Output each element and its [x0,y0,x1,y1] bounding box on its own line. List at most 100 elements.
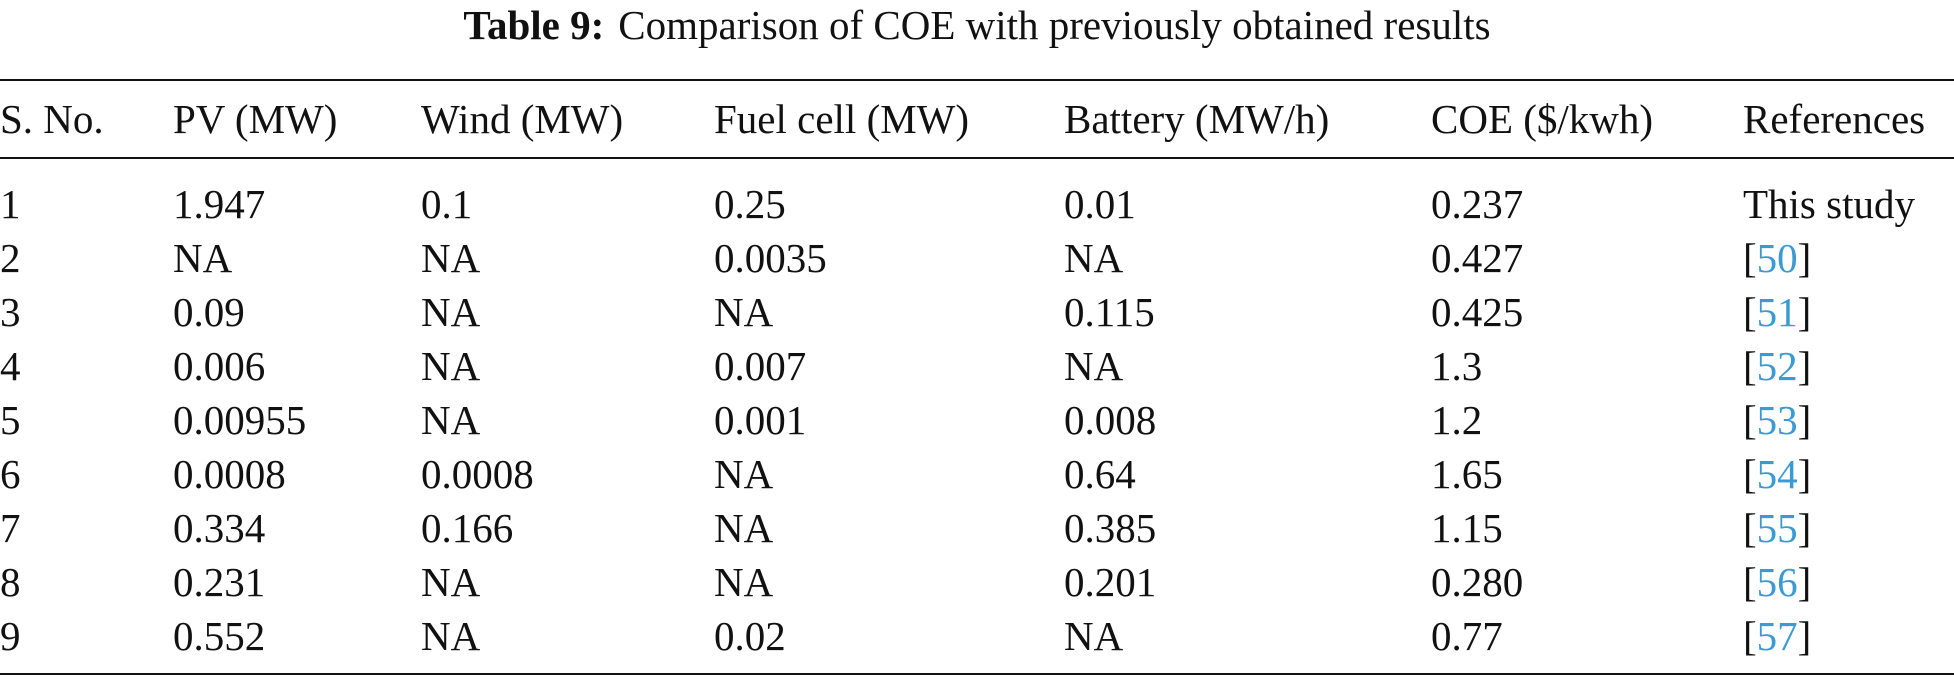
close-bracket: ] [1797,235,1812,281]
cell-reference: [51] [1743,285,1954,339]
cell-reference: [56] [1743,555,1954,609]
cell-wind: NA [421,397,481,443]
cell-pv: 0.334 [173,505,266,551]
close-bracket: ] [1797,505,1812,551]
cell-pv: 1.947 [173,181,266,227]
table-bottom-rule [0,673,1954,675]
close-bracket: ] [1797,451,1812,497]
cell-coe: 0.280 [1431,559,1524,605]
open-bracket: [ [1743,397,1757,443]
reference-link[interactable]: 55 [1756,505,1798,551]
reference-link[interactable]: 51 [1756,289,1798,335]
cell-pv: 0.09 [173,289,245,335]
cell-reference: [55] [1743,501,1954,555]
reference-link[interactable]: 53 [1756,397,1798,443]
cell-sno: 6 [0,451,21,497]
cell-pv: 0.006 [173,343,266,389]
cell-sno: 5 [0,397,21,443]
open-bracket: [ [1743,505,1757,551]
reference-link[interactable]: 54 [1756,451,1798,497]
cell-wind: NA [421,343,481,389]
cell-coe: 0.425 [1431,289,1524,335]
table-caption: Table 9: Comparison of COE with previousl… [0,0,1954,50]
cell-coe: 0.77 [1431,613,1503,659]
reference-link[interactable]: 57 [1756,613,1798,659]
cell-battery: 0.385 [1064,505,1157,551]
cell-reference: [50] [1743,231,1954,285]
cell-wind: NA [421,559,481,605]
cell-sno: 7 [0,505,21,551]
cell-reference: [53] [1743,393,1954,447]
cell-fuel-cell: NA [714,505,774,551]
header-gap-cell [0,157,1954,177]
cell-reference: [54] [1743,447,1954,501]
cell-sno: 2 [0,235,21,281]
reference-link[interactable]: 52 [1756,343,1798,389]
cell-sno: 8 [0,559,21,605]
cell-fuel-cell: 0.001 [714,397,807,443]
cell-pv: 0.231 [173,559,266,605]
cell-battery: 0.01 [1064,181,1136,227]
cell-battery: 0.64 [1064,451,1136,497]
cell-battery: NA [1064,343,1124,389]
close-bracket: ] [1797,613,1812,659]
table-header: S. No. PV (MW) Wind (MW) Fuel cell (MW) … [0,81,1954,177]
cell-fuel-cell: NA [714,289,774,335]
cell-fuel-cell: 0.02 [714,613,786,659]
cell-wind: 0.1 [421,181,473,227]
cell-battery: NA [1064,235,1124,281]
table-row: 1 1.947 0.1 0.25 0.01 0.237 This study [0,177,1954,231]
cell-battery: 0.201 [1064,559,1157,605]
cell-pv: 0.552 [173,613,266,659]
cell-coe: 0.237 [1431,181,1524,227]
cell-pv: 0.0008 [173,451,286,497]
table-row: 4 0.006 NA 0.007 NA 1.3 [52] [0,339,1954,393]
cell-reference: This study [1743,181,1915,227]
cell-sno: 3 [0,289,21,335]
cell-fuel-cell: NA [714,559,774,605]
table-row: 7 0.334 0.166 NA 0.385 1.15 [55] [0,501,1954,555]
close-bracket: ] [1797,343,1812,389]
cell-sno: 1 [0,181,21,227]
cell-reference: [52] [1743,339,1954,393]
open-bracket: [ [1743,289,1757,335]
cell-wind: NA [421,289,481,335]
cell-sno: 9 [0,613,21,659]
open-bracket: [ [1743,343,1757,389]
header-pv: PV (MW) [173,96,338,142]
table-row: 6 0.0008 0.0008 NA 0.64 1.65 [54] [0,447,1954,501]
cell-sno: 4 [0,343,21,389]
open-bracket: [ [1743,559,1757,605]
table-row: 2 NA NA 0.0035 NA 0.427 [50] [0,231,1954,285]
header-fuel-cell: Fuel cell (MW) [714,96,970,142]
open-bracket: [ [1743,613,1757,659]
table-caption-label: Table 9: [463,2,605,48]
table-row: 3 0.09 NA NA 0.115 0.425 [51] [0,285,1954,339]
cell-wind: 0.166 [421,505,514,551]
cell-pv: NA [173,235,233,281]
header-row: S. No. PV (MW) Wind (MW) Fuel cell (MW) … [0,81,1954,157]
header-gap [0,157,1954,177]
reference-link[interactable]: 50 [1756,235,1798,281]
cell-coe: 1.65 [1431,451,1503,497]
table-caption-text: Comparison of COE with previously obtain… [618,2,1491,48]
cell-coe: 1.3 [1431,343,1483,389]
coe-comparison-table: S. No. PV (MW) Wind (MW) Fuel cell (MW) … [0,81,1954,663]
cell-coe: 1.15 [1431,505,1503,551]
cell-wind: 0.0008 [421,451,534,497]
header-sno: S. No. [0,96,104,142]
header-coe: COE ($/kwh) [1431,96,1654,142]
close-bracket: ] [1797,397,1812,443]
reference-link[interactable]: 56 [1756,559,1798,605]
cell-wind: NA [421,235,481,281]
table-row: 9 0.552 NA 0.02 NA 0.77 [57] [0,609,1954,663]
close-bracket: ] [1797,559,1812,605]
cell-battery: NA [1064,613,1124,659]
open-bracket: [ [1743,235,1757,281]
cell-battery: 0.008 [1064,397,1157,443]
cell-coe: 1.2 [1431,397,1483,443]
open-bracket: [ [1743,451,1757,497]
table-row: 5 0.00955 NA 0.001 0.008 1.2 [53] [0,393,1954,447]
cell-wind: NA [421,613,481,659]
cell-fuel-cell: 0.0035 [714,235,827,281]
